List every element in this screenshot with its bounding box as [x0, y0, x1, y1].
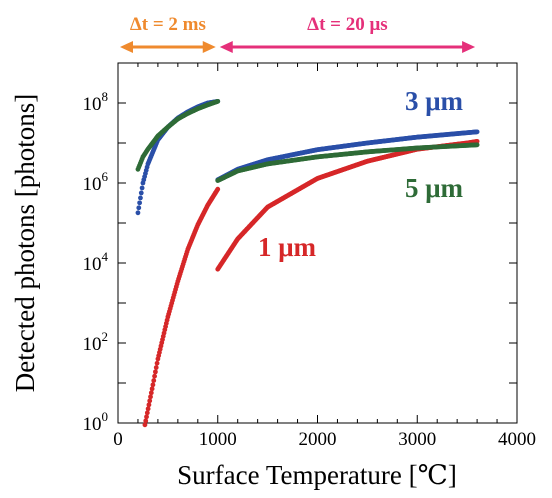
axis-ticks	[117, 62, 518, 424]
data-point	[142, 422, 148, 428]
y-tick-label: 104	[83, 249, 109, 275]
y-tick-label: 100	[83, 409, 109, 435]
y-axis-title: Detected photons [photons]	[10, 94, 40, 392]
series-label-3um: 3 μm	[405, 86, 464, 116]
data-point	[153, 369, 158, 375]
annotation-20us-label: Δt = 20 μs	[307, 14, 387, 35]
data-marks	[135, 98, 480, 428]
x-tick-label: 4000	[498, 429, 536, 450]
data-point	[137, 200, 143, 206]
data-point	[145, 406, 151, 412]
y-tick-label: 108	[83, 89, 109, 115]
data-point	[144, 410, 150, 416]
data-point	[474, 129, 480, 135]
data-point	[154, 360, 160, 366]
x-tick-label: 2000	[299, 429, 337, 450]
data-point	[148, 394, 153, 400]
x-axis-title: Surface Temperature [℃]	[177, 460, 457, 490]
series-label-1um: 1 μm	[258, 232, 317, 262]
data-point	[474, 142, 480, 148]
x-tick-label: 3000	[398, 429, 436, 450]
y-tick-label: 106	[83, 169, 109, 195]
series-5-μm	[135, 98, 480, 183]
x-tick-label: 1000	[199, 429, 237, 450]
series-label-5um: 5 μm	[405, 173, 464, 203]
annotation-20us-arrowhead-left	[219, 41, 233, 53]
data-point	[153, 365, 159, 370]
annotation-2ms-arrowhead-right	[202, 41, 216, 53]
series-1-μm	[142, 138, 480, 428]
data-point	[144, 414, 149, 420]
data-point	[150, 382, 156, 388]
data-point	[152, 373, 157, 379]
annotation-2ms: Δt = 2 ms	[120, 14, 216, 53]
y-tick-label: 102	[83, 329, 109, 355]
data-point	[135, 210, 141, 216]
x-tick-label: 0	[113, 429, 123, 450]
data-point	[147, 398, 153, 404]
annotation-2ms-label: Δt = 2 ms	[130, 14, 206, 35]
series-3-μm	[135, 98, 480, 216]
data-point	[136, 205, 142, 211]
annotation-20us: Δt = 20 μs	[219, 14, 476, 53]
data-point	[149, 386, 155, 392]
data-point	[138, 195, 143, 201]
data-point	[215, 186, 221, 192]
data-point	[146, 402, 152, 408]
data-point	[138, 190, 144, 196]
data-point	[215, 98, 221, 104]
data-point	[151, 378, 157, 383]
data-point	[139, 185, 145, 191]
data-point	[148, 390, 154, 396]
annotation-20us-arrowhead-right	[462, 41, 476, 53]
annotation-2ms-arrowhead-left	[120, 41, 133, 53]
data-point	[143, 418, 149, 424]
